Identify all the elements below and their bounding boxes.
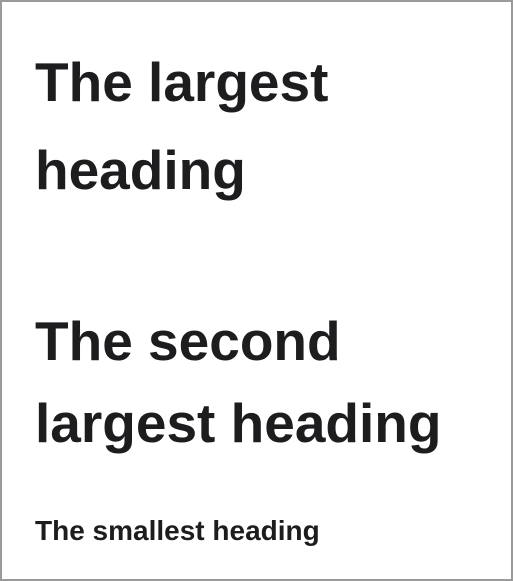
- second-heading-line-2: largest heading: [35, 392, 442, 454]
- second-heading-line-1: The second: [35, 310, 341, 372]
- largest-heading-line-1: The largest: [35, 51, 329, 113]
- largest-heading: The largest heading: [35, 38, 328, 214]
- second-largest-heading: The second largest heading: [35, 300, 441, 464]
- largest-heading-line-2: heading: [35, 139, 246, 201]
- smallest-heading: The smallest heading: [35, 515, 320, 546]
